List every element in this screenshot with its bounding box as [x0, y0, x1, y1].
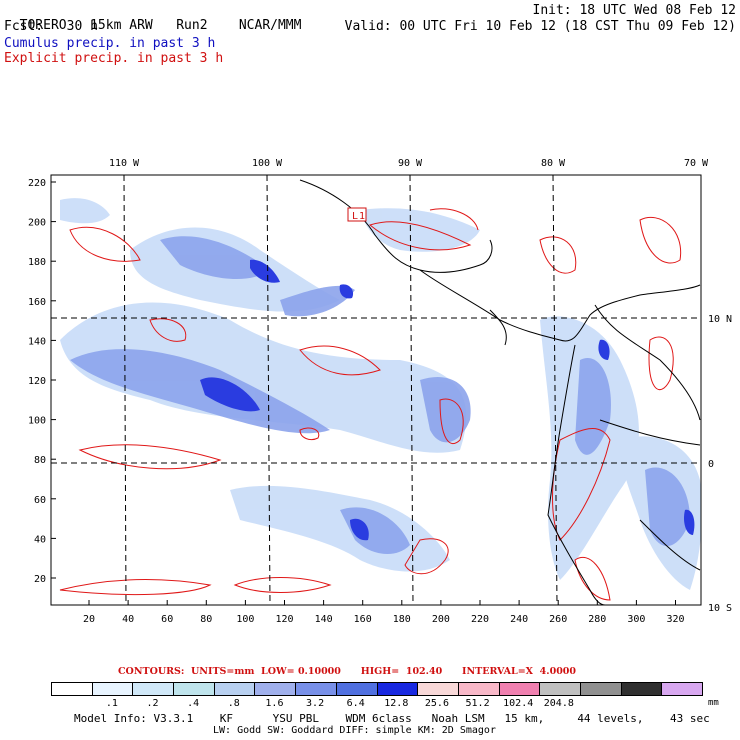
legend-swatch [174, 683, 215, 695]
legend-label: .1 [105, 698, 118, 709]
longitude-label: 100 W [252, 158, 283, 169]
legend-label: 51.2 [465, 698, 490, 709]
legend-swatch [255, 683, 297, 695]
model-info: Model Info: V3.3.1 KF YSU PBL WDM 6class… [74, 712, 710, 725]
x-tick-label: 80 [200, 614, 212, 625]
legend-label: 204.8 [543, 698, 574, 709]
map-frame [50, 174, 702, 606]
explicit-precip-contours [59, 208, 682, 601]
x-tick-label: 240 [510, 614, 528, 625]
legend-swatch [418, 683, 459, 695]
init-time: Init: 18 UTC Wed 08 Feb 12 [532, 3, 737, 18]
longitude-label: 110 W [109, 158, 140, 169]
y-tick-label: 60 [34, 495, 46, 506]
low-marker-value: 1 [359, 211, 365, 222]
legend-swatch [662, 683, 702, 695]
cumulus-precip-medium [70, 236, 690, 555]
x-tick-label: 280 [588, 614, 606, 625]
model-name: TORERO [19, 18, 67, 33]
latlon-grid [51, 175, 701, 605]
x-tick-label: 120 [275, 614, 293, 625]
x-tick-label: 140 [315, 614, 333, 625]
legend-swatch [296, 683, 337, 695]
legend-label: 6.4 [346, 698, 365, 709]
x-tick-label: 320 [666, 614, 684, 625]
latitude-label: 10 N [708, 314, 732, 325]
valid-time: Valid: 00 UTC Fri 10 Feb 12 (18 CST Thu … [344, 19, 736, 34]
legend-swatch [621, 683, 663, 695]
legend-swatch [92, 683, 134, 695]
legend-swatch [377, 683, 419, 695]
legend-swatch [214, 683, 256, 695]
forecast-hour: Fcst: 30 h [4, 19, 98, 34]
legend-swatch [458, 683, 500, 695]
x-axis-labels: 20 40 60 80 100 120 140 160 180 200 220 240 260 280 30… [83, 600, 685, 625]
y-tick-label: 160 [28, 297, 46, 308]
legend-label: 12.8 [384, 698, 409, 709]
model-resolution: 15km ARW [90, 18, 153, 33]
longitude-labels: 110 W 100 W 90 W 80 W 70 W [109, 158, 709, 169]
legend-label: .4 [187, 698, 200, 709]
model-title: TORERO 15km ARW Run2 NCAR/MMM [4, 3, 302, 33]
legend-swatch [133, 683, 175, 695]
y-tick-label: 220 [28, 178, 46, 189]
model-org: NCAR/MMM [238, 18, 302, 33]
y-tick-label: 20 [34, 574, 46, 585]
latitude-labels: 10 N 0 10 S [708, 314, 732, 614]
legend-label: 102.4 [503, 698, 534, 709]
fcst-label: Fcst: [4, 19, 44, 34]
y-tick-label: 180 [28, 257, 46, 268]
legend-swatch [540, 683, 581, 695]
x-tick-label: 100 [236, 614, 254, 625]
y-tick-label: 140 [28, 336, 46, 347]
x-tick-label: 40 [122, 614, 134, 625]
longitude-label: 70 W [684, 158, 709, 169]
cumulus-precip-heavy [200, 259, 695, 541]
longitude-label: 90 W [398, 158, 423, 169]
low-marker-box [347, 207, 367, 222]
precip-field [51, 175, 701, 605]
longitude-label: 80 W [541, 158, 566, 169]
x-tick-label: 220 [471, 614, 489, 625]
legend-label: 25.6 [424, 698, 449, 709]
legend-label: .8 [227, 698, 240, 709]
legend-label: .2 [146, 698, 159, 709]
y-tick-label: 80 [34, 455, 46, 466]
x-tick-label: 260 [549, 614, 567, 625]
latitude-label: 0 [708, 459, 714, 470]
x-tick-label: 300 [627, 614, 645, 625]
x-tick-label: 180 [393, 614, 411, 625]
legend-swatch [52, 683, 93, 695]
field-explicit-precip: Explicit precip. in past 3 h [4, 51, 224, 66]
latitude-label: 10 S [708, 603, 732, 614]
y-tick-label: 120 [28, 376, 46, 387]
y-tick-label: 100 [28, 416, 46, 427]
legend-swatch [499, 683, 541, 695]
color-legend [51, 682, 703, 696]
model-run: Run2 [176, 18, 208, 33]
low-marker-letter: L [352, 211, 358, 222]
legend-label: 1.6 [265, 698, 284, 709]
x-tick-label: 20 [83, 614, 95, 625]
field-cumulus-precip: Cumulus precip. in past 3 h [4, 36, 216, 51]
x-tick-label: 60 [161, 614, 173, 625]
physics-info: LW: Godd SW: Goddard DIFF: simple KM: 2D… [213, 725, 496, 736]
y-tick-label: 40 [34, 534, 46, 545]
legend-swatch [336, 683, 378, 695]
x-tick-label: 200 [432, 614, 450, 625]
legend-unit: mm [708, 698, 719, 708]
legend-label: 3.2 [306, 698, 325, 709]
fcst-value: 30 h [66, 19, 98, 34]
y-tick-label: 200 [28, 218, 46, 229]
y-axis-labels: 220 200 180 160 140 120 100 80 60 40 20 [28, 178, 56, 585]
x-tick-label: 160 [354, 614, 372, 625]
legend-swatch [580, 683, 622, 695]
contours-info: CONTOURS: UNITS=mm LOW= 0.10000 HIGH= 10… [118, 666, 577, 677]
